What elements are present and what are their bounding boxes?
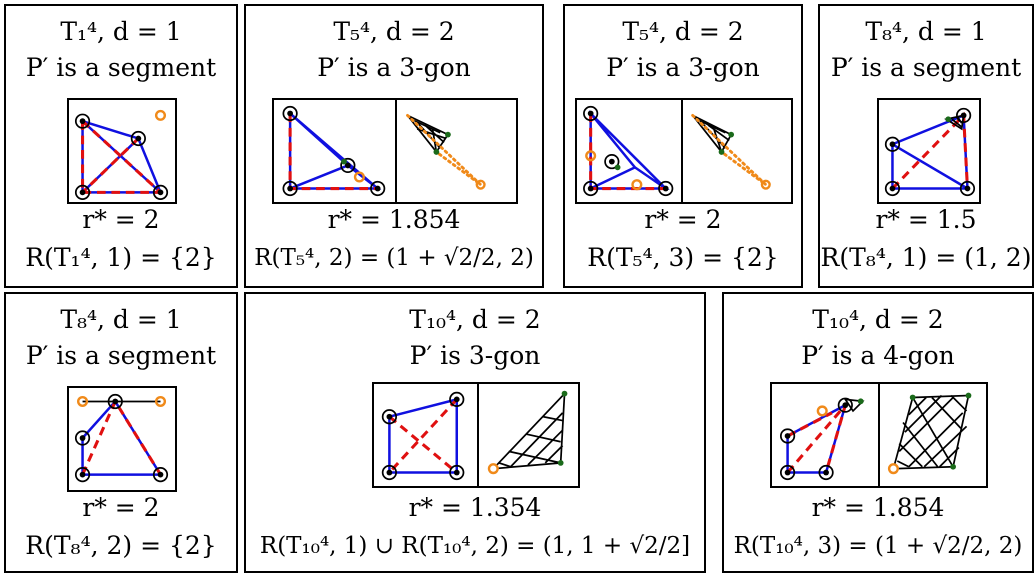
optimal-ratio: r* = 1.854 <box>327 205 461 234</box>
panel-t5-d2-b: T₅⁴, d = 2 P′ is a 3-gon r* = 2 R(T₅⁴, 3… <box>563 4 803 288</box>
panel-description: P′ is a segment <box>830 53 1022 82</box>
ratio-range: R(T₈⁴, 1) = (1, 2) <box>820 243 1032 272</box>
panel-t1-d1: T₁⁴, d = 1 P′ is a segment r* = 2 R(T₁⁴,… <box>4 4 238 288</box>
optimal-ratio: r* = 1.5 <box>875 205 977 234</box>
panel-title: T₅⁴, d = 2 <box>622 17 744 46</box>
panel-title: T₈⁴, d = 1 <box>60 305 182 334</box>
optimal-ratio: r* = 2 <box>644 205 722 234</box>
configuration-figure <box>67 386 177 492</box>
panel-description: P′ is a 3-gon <box>317 53 471 82</box>
ratio-range: R(T₁⁴, 1) = {2} <box>25 243 217 272</box>
configuration-figure <box>272 98 518 204</box>
panel-description: P′ is a 4-gon <box>801 341 955 370</box>
ratio-range: R(T₈⁴, 2) = {2} <box>25 531 217 560</box>
panel-title: T₁⁴, d = 1 <box>60 17 182 46</box>
panel-title: T₅⁴, d = 2 <box>333 17 455 46</box>
configuration-figure <box>877 98 981 204</box>
ratio-range: R(T₁₀⁴, 1) ∪ R(T₁₀⁴, 2) = (1, 1 + √2/2] <box>259 533 691 559</box>
panel-description: P′ is a segment <box>25 53 217 82</box>
optimal-ratio: r* = 1.354 <box>408 493 542 522</box>
ratio-range: R(T₅⁴, 2) = (1 + √2/2, 2) <box>254 245 534 271</box>
optimal-ratio: r* = 2 <box>82 205 160 234</box>
panel-title: T₁₀⁴, d = 2 <box>812 305 944 334</box>
panel-t10-d2-a: T₁₀⁴, d = 2 P′ is 3-gon r* = 1.354 R(T₁₀… <box>244 292 706 573</box>
ratio-range: R(T₁₀⁴, 3) = (1 + √2/2, 2) <box>733 533 1023 559</box>
panel-title: T₈⁴, d = 1 <box>865 17 987 46</box>
panel-description: P′ is a 3-gon <box>606 53 760 82</box>
ratio-range: R(T₅⁴, 3) = {2} <box>587 243 779 272</box>
configuration-figure <box>575 98 793 204</box>
panel-t8-d1-a: T₈⁴, d = 1 P′ is a segment r* = 1.5 R(T₈… <box>818 4 1034 288</box>
panel-title: T₁₀⁴, d = 2 <box>409 305 541 334</box>
configuration-figure <box>372 382 580 488</box>
optimal-ratio: r* = 2 <box>82 493 160 522</box>
panel-t10-d2-b: T₁₀⁴, d = 2 P′ is a 4-gon r* = 1.854 R(T… <box>722 292 1034 573</box>
panel-description: P′ is a segment <box>25 341 217 370</box>
optimal-ratio: r* = 1.854 <box>811 493 945 522</box>
panel-description: P′ is 3-gon <box>409 341 541 370</box>
panel-t5-d2-a: T₅⁴, d = 2 P′ is a 3-gon r* = 1.854 R(T₅… <box>244 4 544 288</box>
panel-t8-d1-b: T₈⁴, d = 1 P′ is a segment r* = 2 R(T₈⁴,… <box>4 292 238 573</box>
configuration-figure <box>770 382 988 488</box>
configuration-figure <box>67 98 177 204</box>
